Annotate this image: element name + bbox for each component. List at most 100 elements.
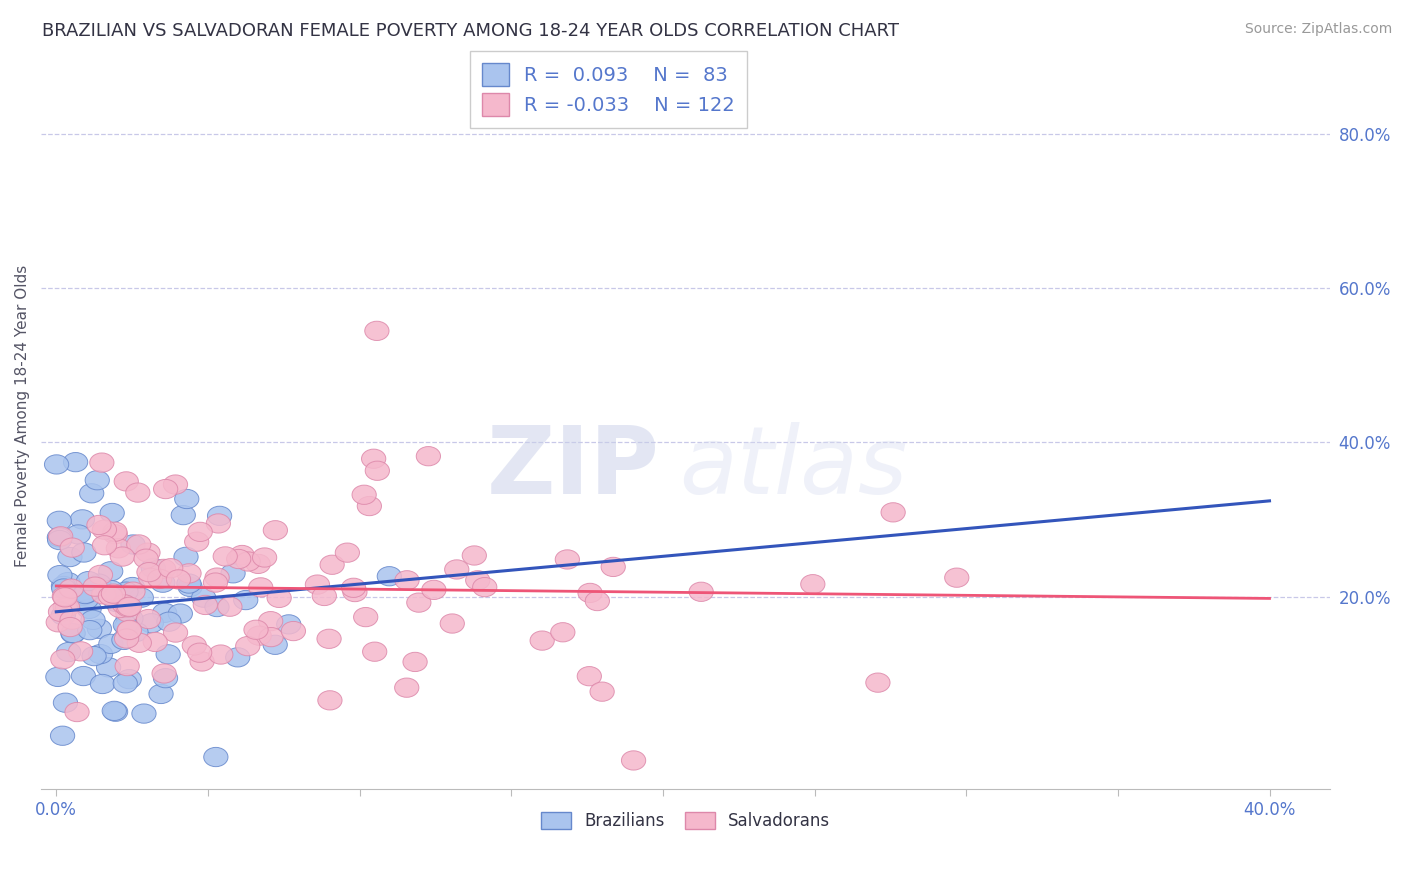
Ellipse shape [125, 483, 150, 502]
Ellipse shape [364, 321, 389, 341]
Ellipse shape [204, 747, 228, 766]
Ellipse shape [49, 526, 73, 546]
Ellipse shape [138, 568, 163, 588]
Ellipse shape [115, 602, 139, 622]
Ellipse shape [152, 559, 176, 579]
Text: atlas: atlas [679, 422, 907, 513]
Ellipse shape [472, 577, 496, 597]
Ellipse shape [112, 673, 138, 693]
Ellipse shape [177, 574, 201, 593]
Ellipse shape [689, 582, 713, 601]
Ellipse shape [312, 586, 336, 606]
Ellipse shape [395, 571, 419, 590]
Ellipse shape [132, 704, 156, 723]
Ellipse shape [188, 522, 212, 541]
Ellipse shape [139, 614, 163, 632]
Ellipse shape [77, 599, 101, 618]
Ellipse shape [115, 616, 139, 636]
Ellipse shape [267, 588, 291, 607]
Ellipse shape [73, 584, 97, 604]
Ellipse shape [174, 547, 198, 566]
Ellipse shape [97, 657, 121, 677]
Ellipse shape [52, 576, 76, 596]
Ellipse shape [221, 564, 245, 583]
Ellipse shape [58, 580, 83, 599]
Ellipse shape [578, 583, 602, 603]
Ellipse shape [100, 503, 124, 523]
Ellipse shape [117, 670, 142, 689]
Ellipse shape [46, 613, 70, 632]
Ellipse shape [152, 664, 176, 683]
Ellipse shape [945, 568, 969, 587]
Ellipse shape [136, 609, 160, 629]
Ellipse shape [114, 472, 138, 491]
Ellipse shape [318, 690, 342, 710]
Ellipse shape [60, 610, 84, 629]
Ellipse shape [143, 632, 167, 651]
Ellipse shape [440, 614, 464, 633]
Ellipse shape [127, 535, 150, 554]
Ellipse shape [70, 586, 96, 606]
Ellipse shape [107, 539, 131, 558]
Ellipse shape [103, 701, 127, 721]
Ellipse shape [259, 612, 283, 631]
Ellipse shape [60, 624, 86, 643]
Ellipse shape [58, 617, 83, 637]
Ellipse shape [56, 573, 80, 591]
Ellipse shape [51, 649, 75, 669]
Ellipse shape [406, 593, 432, 612]
Ellipse shape [103, 522, 127, 541]
Ellipse shape [48, 528, 72, 547]
Ellipse shape [86, 471, 110, 490]
Ellipse shape [82, 610, 105, 630]
Ellipse shape [48, 602, 73, 622]
Ellipse shape [377, 566, 402, 586]
Ellipse shape [58, 548, 82, 566]
Ellipse shape [80, 483, 104, 503]
Ellipse shape [404, 652, 427, 672]
Ellipse shape [60, 624, 86, 643]
Ellipse shape [305, 575, 329, 594]
Ellipse shape [190, 652, 214, 671]
Ellipse shape [184, 532, 209, 551]
Ellipse shape [243, 620, 269, 640]
Ellipse shape [172, 506, 195, 524]
Ellipse shape [76, 572, 101, 591]
Text: BRAZILIAN VS SALVADORAN FEMALE POVERTY AMONG 18-24 YEAR OLDS CORRELATION CHART: BRAZILIAN VS SALVADORAN FEMALE POVERTY A… [42, 22, 900, 40]
Ellipse shape [98, 634, 122, 654]
Ellipse shape [65, 702, 89, 722]
Ellipse shape [395, 678, 419, 698]
Ellipse shape [177, 564, 201, 583]
Ellipse shape [555, 549, 579, 569]
Ellipse shape [83, 577, 107, 596]
Ellipse shape [263, 635, 287, 655]
Ellipse shape [316, 629, 342, 648]
Ellipse shape [48, 511, 72, 531]
Ellipse shape [51, 726, 75, 746]
Ellipse shape [233, 591, 257, 610]
Ellipse shape [366, 461, 389, 481]
Ellipse shape [591, 682, 614, 701]
Ellipse shape [93, 535, 117, 555]
Ellipse shape [117, 621, 141, 640]
Ellipse shape [602, 558, 626, 576]
Ellipse shape [73, 585, 97, 605]
Ellipse shape [114, 615, 138, 634]
Ellipse shape [352, 485, 377, 504]
Ellipse shape [148, 569, 172, 589]
Ellipse shape [357, 497, 381, 516]
Ellipse shape [159, 558, 183, 578]
Ellipse shape [121, 577, 145, 597]
Ellipse shape [72, 543, 96, 562]
Ellipse shape [253, 548, 277, 567]
Ellipse shape [55, 598, 80, 616]
Ellipse shape [121, 535, 145, 554]
Ellipse shape [72, 666, 96, 686]
Ellipse shape [343, 582, 367, 602]
Ellipse shape [225, 648, 250, 667]
Ellipse shape [141, 558, 166, 578]
Ellipse shape [114, 582, 138, 601]
Ellipse shape [60, 538, 84, 558]
Ellipse shape [246, 554, 270, 574]
Ellipse shape [115, 598, 141, 617]
